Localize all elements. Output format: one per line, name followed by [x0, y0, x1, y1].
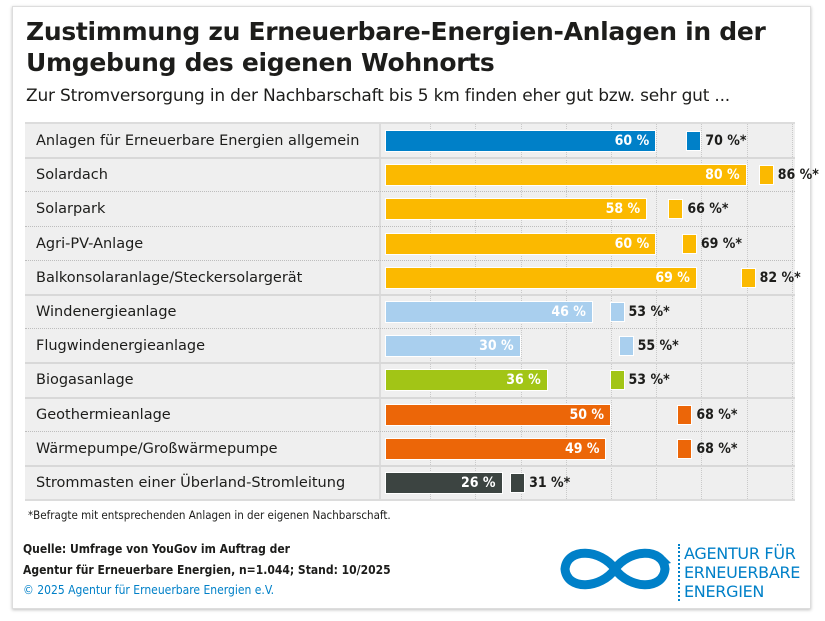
neighbor-marker — [609, 302, 625, 322]
bar-row: Balkonsolaranlage/Steckersolargerät 69 % 8… — [25, 261, 801, 295]
bar-row: Anlagen für Erneuerbare Energien allgeme… — [25, 124, 795, 158]
bar-value-label: 26 % — [460, 475, 496, 491]
bar-value-label: 60 % — [614, 133, 650, 149]
bar-value-label: 60 % — [614, 235, 650, 252]
chart-panel: Anlagen für Erneuerbare Energien allgeme… — [25, 122, 819, 501]
bar: 60 % — [385, 130, 657, 152]
bar-value-label: 69 % — [655, 269, 690, 286]
neighbor-value-label: 55 %* — [637, 338, 679, 355]
copyright: © 2025 Agentur für Erneuerbare Energien … — [23, 583, 275, 597]
bar-row: Geothermieanlage 50 % 68 %* — [25, 398, 795, 432]
bar: 36 % — [385, 369, 548, 392]
logo-line-2: ERNEUERBARE — [684, 563, 801, 582]
category-label: Windenergieanlage — [36, 304, 177, 320]
neighbor-marker — [740, 267, 756, 288]
gridline — [656, 124, 658, 499]
neighbor-marker — [681, 233, 697, 254]
source-line-1: Quelle: Umfrage von YouGov im Auftrag de… — [23, 542, 290, 556]
neighbor-value-label: 66 %* — [687, 201, 729, 218]
bar-value-label: 30 % — [479, 338, 514, 355]
row-separator — [25, 294, 795, 296]
title-line-1: Zustimmung zu Erneuerbare-Energien-Anlag… — [26, 17, 766, 46]
logo-line-1: AGENTUR FÜR — [684, 544, 796, 563]
neighbor-marker — [677, 404, 693, 425]
bar-value-label: 58 % — [605, 201, 641, 218]
bar: 58 % — [385, 198, 648, 221]
infinity-logo-icon — [560, 548, 671, 590]
category-label: Solarpark — [36, 201, 106, 218]
neighbor-value-label: 82 %* — [759, 269, 801, 286]
bar: 60 % — [385, 232, 657, 255]
row-separator — [25, 430, 795, 432]
footnote: *Befragte mit entsprechenden Anlagen in … — [28, 508, 391, 522]
row-separator — [25, 328, 795, 330]
bar-row: Flugwindenergieanlage 30 % 55 %* — [25, 329, 795, 363]
bar: 46 % — [385, 301, 593, 323]
category-label: Flugwindenergieanlage — [36, 338, 206, 355]
bar: 80 % — [385, 164, 747, 187]
chart-subtitle: Zur Stromversorgung in der Nachbarschaft… — [26, 86, 731, 106]
bar-value-label: 50 % — [569, 406, 604, 423]
logo-line-3: ENERGIEN — [684, 582, 765, 601]
bar: 30 % — [385, 335, 521, 358]
neighbor-value-label: 31 %* — [529, 475, 571, 491]
bar-row: Windenergieanlage 46 % 53 %* — [25, 295, 795, 329]
bar-value-label: 49 % — [564, 440, 600, 457]
bar: 69 % — [385, 266, 697, 289]
label-divider — [379, 124, 381, 499]
bar-row: Biogasanlage 36 % 53 %* — [25, 363, 795, 397]
category-label: Anlagen für Erneuerbare Energien allgeme… — [36, 133, 360, 149]
gridline — [701, 124, 703, 499]
neighbor-value-label: 53 %* — [628, 304, 670, 320]
neighbor-value-label: 70 %* — [705, 133, 747, 149]
category-label: Strommasten einer Überland-Stromleitung — [36, 475, 346, 491]
bar: 50 % — [385, 403, 611, 426]
bar-row: Solardach 80 % 86 %* — [25, 158, 819, 192]
bar-value-label: 80 % — [705, 167, 740, 184]
gridline — [746, 124, 748, 499]
bar-row: Wärmepumpe/Großwärmepumpe 49 % 68 %* — [25, 432, 795, 466]
gridline — [791, 124, 793, 499]
source-line-2: Agentur für Erneuerbare Energien, n=1.04… — [23, 563, 391, 577]
neighbor-marker — [677, 438, 693, 459]
row-separator — [25, 465, 795, 467]
row-separator — [25, 396, 795, 399]
category-label: Agri-PV-Anlage — [36, 235, 144, 252]
category-label: Solardach — [36, 167, 108, 184]
logo-wordmark: AGENTUR FÜR ERNEUERBARE ENERGIEN — [678, 544, 800, 601]
category-label: Balkonsolaranlage/Steckersolargerät — [36, 269, 303, 286]
neighbor-marker — [618, 336, 634, 357]
neighbor-value-label: 68 %* — [696, 440, 738, 457]
row-separator — [25, 157, 795, 160]
bar-row: Strommasten einer Überland-Stromleitung 2… — [25, 466, 795, 500]
bar-row: Agri-PV-Anlage 60 % 69 %* — [25, 227, 795, 261]
row-separator — [25, 191, 795, 193]
row-separator — [25, 362, 795, 365]
neighbor-marker — [668, 199, 684, 220]
bar-row: Solarpark 58 % 66 %* — [25, 192, 795, 226]
bar: 26 % — [385, 472, 503, 494]
category-label: Biogasanlage — [36, 372, 134, 389]
bar-value-label: 36 % — [506, 372, 541, 389]
neighbor-value-label: 68 %* — [696, 406, 738, 423]
chart-title: Zustimmung zu Erneuerbare-Energien-Anlag… — [26, 16, 766, 78]
neighbor-value-label: 69 %* — [700, 235, 742, 252]
neighbor-marker — [758, 165, 774, 186]
neighbor-marker — [609, 370, 625, 391]
neighbor-marker — [510, 473, 526, 493]
neighbor-value-label: 86 %* — [777, 167, 819, 184]
row-separator — [25, 259, 795, 261]
neighbor-marker — [686, 131, 702, 151]
row-separator — [25, 225, 795, 227]
title-line-2: Umgebung des eigenen Wohnorts — [26, 48, 495, 77]
category-label: Wärmepumpe/Großwärmepumpe — [36, 440, 278, 457]
category-label: Geothermieanlage — [36, 406, 171, 423]
bar: 49 % — [385, 437, 607, 460]
neighbor-value-label: 53 %* — [628, 372, 670, 389]
bar-value-label: 46 % — [551, 304, 586, 320]
